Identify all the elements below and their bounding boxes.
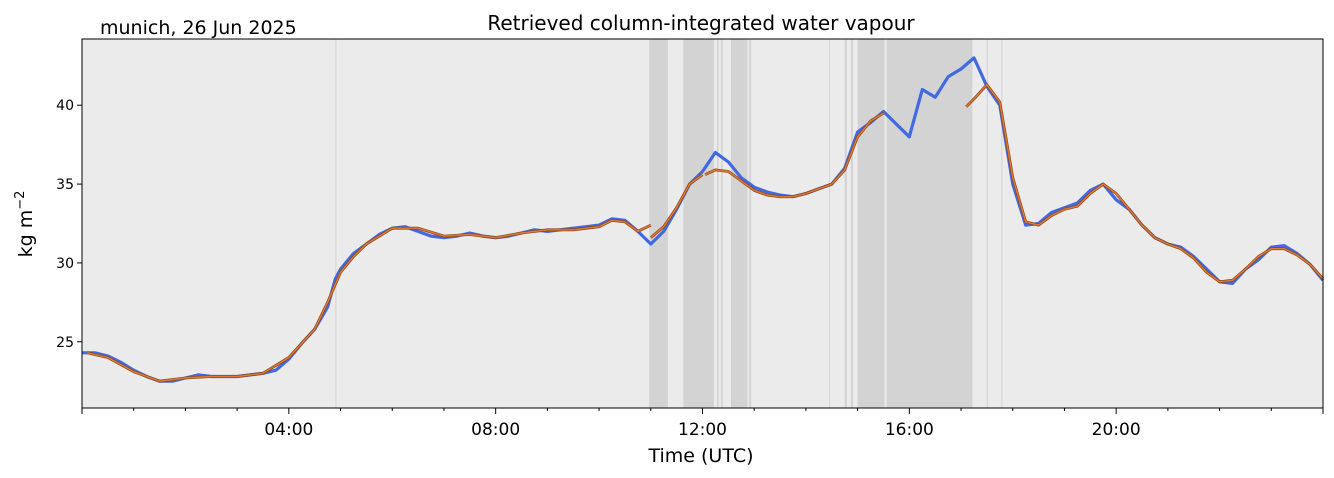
series-group [82, 56, 1325, 383]
series-line-smoothed-1 [87, 219, 652, 382]
shaded-interval-2 [683, 39, 714, 408]
y-tick-label: 30 [56, 256, 74, 272]
shaded-interval-12 [986, 39, 988, 408]
plot-area [81, 38, 1325, 409]
series-line-smoothed-2 [650, 174, 703, 239]
shaded-interval-9 [850, 39, 853, 408]
y-axis: 25 30 35 40 [56, 98, 82, 351]
shaded-interval-0 [335, 39, 337, 408]
chart-title: Retrieved column-integrated water vapour [487, 11, 915, 35]
shaded-interval-11 [886, 39, 973, 408]
shaded-interval-8 [844, 39, 847, 408]
shaded-interval-1 [649, 39, 668, 408]
y-tick-label: 35 [56, 177, 74, 193]
shaded-intervals [335, 39, 1003, 408]
y-axis-label-sup: −2 [13, 191, 28, 210]
shaded-interval-10 [857, 39, 885, 408]
y-tick-label: 25 [56, 335, 74, 351]
series-line-smoothed-3 [704, 112, 884, 198]
shaded-interval-13 [1001, 39, 1003, 408]
x-tick-label: 12:00 [678, 420, 727, 440]
x-axis-label: Time (UTC) [647, 445, 753, 467]
shaded-interval-5 [730, 39, 748, 408]
y-axis-label: kg m−2 [13, 191, 37, 258]
y-axis-label-main: kg m [15, 210, 37, 258]
shaded-interval-7 [829, 39, 831, 408]
y-tick-label: 40 [56, 98, 74, 114]
shaded-interval-3 [716, 39, 719, 408]
series-line-smoothed-4 [965, 83, 1324, 283]
shaded-interval-4 [721, 39, 723, 408]
location-date-label: munich, 26 Jun 2025 [100, 17, 297, 39]
x-axis: 04:00 08:00 12:00 16:00 20:00 [81, 408, 1324, 440]
shaded-interval-6 [749, 39, 752, 408]
x-tick-label: 16:00 [885, 420, 934, 440]
x-tick-label: 04:00 [264, 420, 313, 440]
x-tick-label: 20:00 [1092, 420, 1141, 440]
x-tick-label: 08:00 [471, 420, 520, 440]
